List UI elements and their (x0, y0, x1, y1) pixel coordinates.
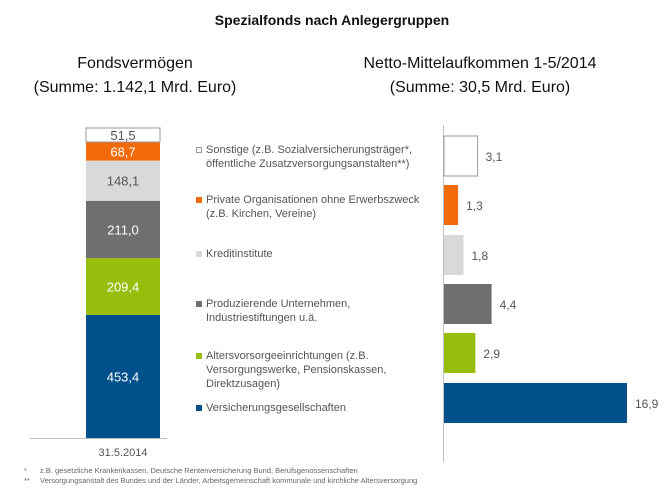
hbar-label-versicherung: 16,9 (635, 397, 659, 411)
stacked-segment-sonstige (85, 127, 161, 143)
footnote: * z.B. gesetzliche Krankenkassen, Deutsch… (24, 466, 358, 475)
hbar-label-alters: 2,9 (483, 347, 500, 361)
hbar-alters (444, 333, 476, 373)
legend-label: Produzierende Unternehmen, Industriestif… (206, 298, 351, 324)
hbar-sonstige (443, 135, 479, 177)
left-chart-title: Fondsvermögen (77, 55, 193, 72)
hbar-label-sonstige: 3,1 (486, 150, 503, 164)
stacked-segment-kredit (86, 160, 160, 201)
footnote: ** Versorgungsanstalt des Bundes und der … (24, 476, 417, 485)
legend-swatch-private (196, 197, 202, 203)
legend-swatch-kredit (196, 251, 202, 257)
hbar-label-kredit: 1,8 (472, 249, 489, 263)
legend-item-alters: Altersvorsorgeeinrichtungen (z.B. Versor… (196, 349, 446, 391)
left-chart-header: Fondsvermögen (Summe: 1.142,1 Mrd. Euro) (0, 52, 270, 100)
legend-label: Private Organisationen ohne Erwerbszweck… (206, 194, 420, 220)
stacked-segment-alters (86, 258, 160, 315)
hbar-label-private: 1,3 (466, 199, 483, 213)
legend-item-private: Private Organisationen ohne Erwerbszweck… (196, 193, 446, 221)
legend-label: Sonstige (z.B. Sozialversicherungsträger… (206, 144, 413, 170)
footnote-mark: * (24, 466, 27, 475)
stacked-segment-versicherung (86, 314, 160, 438)
legend-swatch-alters (196, 353, 202, 359)
right-chart-title: Netto-Mittelaufkommen 1-5/2014 (363, 55, 597, 72)
legend-item-sonstige: Sonstige (z.B. Sozialversicherungsträger… (196, 143, 446, 171)
footnote-mark: ** (24, 476, 30, 485)
legend-swatch-sonstige (196, 147, 202, 153)
legend-swatch-versicherung (196, 405, 202, 411)
legend-item-versicherung: Versicherungsgesellschaften (196, 401, 446, 415)
stacked-label-sonstige: 51,5 (110, 128, 135, 143)
footnote-text: z.B. gesetzliche Krankenkassen, Deutsche… (40, 466, 358, 475)
legend-label: Versicherungsgesellschaften (206, 402, 347, 414)
footnote-text: Versorgungsanstalt des Bundes und der Lä… (40, 476, 418, 485)
chart-title: Spezialfonds nach Anlegergruppen (214, 12, 450, 28)
hbar-kredit (444, 235, 464, 275)
hbar-label-produzierende: 4,4 (500, 298, 517, 312)
right-chart-header: Netto-Mittelaufkommen 1-5/2014 (Summe: 3… (330, 52, 630, 100)
stacked-label-alters: 209,4 (107, 280, 140, 295)
hbar-private (444, 185, 459, 225)
stacked-segment-produzierende (86, 200, 160, 259)
stacked-label-kredit: 148,1 (107, 174, 140, 189)
stacked-label-produzierende: 211,0 (107, 223, 139, 238)
right-chart-subtitle: (Summe: 30,5 Mrd. Euro) (389, 79, 571, 96)
legend-label: Kreditinstitute (206, 248, 273, 260)
stacked-label-private: 68,7 (110, 144, 135, 159)
legend-swatch-produzierende (196, 301, 202, 307)
stacked-label-versicherung: 453,4 (107, 370, 140, 385)
legend-label: Altersvorsorgeeinrichtungen (z.B. Versor… (206, 350, 387, 390)
hbar-versicherung (444, 383, 627, 423)
left-chart-subtitle: (Summe: 1.142,1 Mrd. Euro) (33, 79, 237, 96)
left-x-tick-label: 31.5.2014 (99, 447, 148, 459)
legend-item-produzierende: Produzierende Unternehmen, Industriestif… (196, 297, 446, 325)
stacked-segment-private (86, 142, 160, 161)
legend-item-kredit: Kreditinstitute (196, 247, 446, 261)
hbar-produzierende (444, 284, 492, 324)
